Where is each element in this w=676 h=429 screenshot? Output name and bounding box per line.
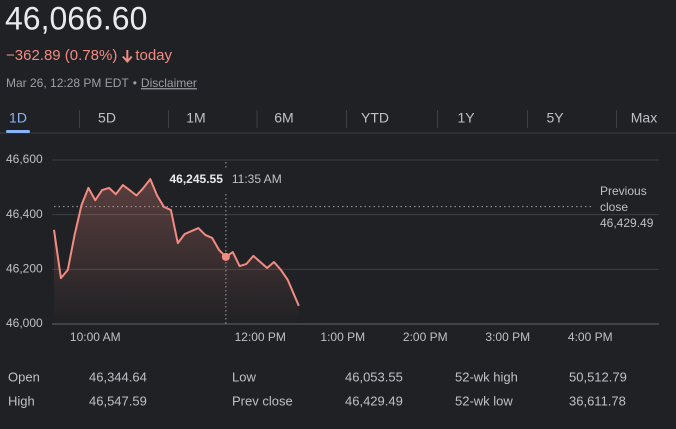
x-tick-label: 2:00 PM — [403, 330, 448, 344]
stat-label: 52-wk low — [455, 393, 513, 408]
x-tick-label: 3:00 PM — [485, 330, 530, 344]
tab[interactable]: 1Y — [457, 110, 475, 126]
tab[interactable]: 5D — [98, 110, 116, 126]
y-tick-label: 46,600 — [6, 152, 43, 166]
timestamp: Mar 26, 12:28 PM EDT — [6, 76, 129, 90]
tooltip-value: 46,245.55 — [169, 172, 223, 186]
down-arrow — [122, 50, 133, 63]
price-line — [53, 178, 300, 307]
change: −362.89 (0.78%) — [6, 47, 117, 64]
stat-label: Low — [232, 369, 256, 384]
stat-label: High — [8, 393, 35, 408]
x-tick-label: 1:00 PM — [320, 330, 365, 344]
stat-label: Open — [8, 369, 40, 384]
tab[interactable]: YTD — [361, 110, 389, 126]
stat-value: 50,512.79 — [569, 369, 627, 384]
x-tick-label: 12:00 PM — [235, 330, 286, 344]
period: today — [135, 47, 172, 64]
tab-indicator — [6, 130, 30, 133]
tooltip-time: 11:35 AM — [232, 172, 282, 186]
tab[interactable]: Max — [631, 110, 657, 126]
tab[interactable]: 5Y — [546, 110, 564, 126]
tab[interactable]: 1M — [186, 110, 205, 126]
x-tick-label: 10:00 AM — [70, 330, 121, 344]
area — [54, 179, 299, 324]
tooltip-box — [163, 168, 288, 192]
stat-value: 46,053.55 — [345, 369, 403, 384]
y-tick-label: 46,000 — [6, 316, 43, 330]
y-tick-label: 46,200 — [6, 262, 43, 276]
stat-value: 36,611.78 — [569, 393, 626, 408]
y-tick-label: 46,400 — [6, 207, 43, 221]
x-tick-label: 4:00 PM — [568, 330, 613, 344]
hover-dot — [221, 252, 230, 261]
bullet: • — [133, 76, 137, 90]
stat-label: Prev close — [232, 393, 293, 408]
disclaimer-link[interactable]: Disclaimer — [141, 76, 197, 90]
tab[interactable]: 6M — [274, 110, 293, 126]
tab[interactable]: 1D — [9, 110, 27, 126]
price: 46,066.60 — [5, 0, 147, 36]
stat-value: 46,547.59 — [89, 393, 147, 408]
stat-value: 46,344.64 — [89, 369, 147, 384]
ref-label: Previous close — [600, 184, 647, 214]
ref-value: 46,429.49 — [600, 216, 654, 230]
stat-label: 52-wk high — [455, 369, 518, 384]
stat-value: 46,429.49 — [345, 393, 403, 408]
